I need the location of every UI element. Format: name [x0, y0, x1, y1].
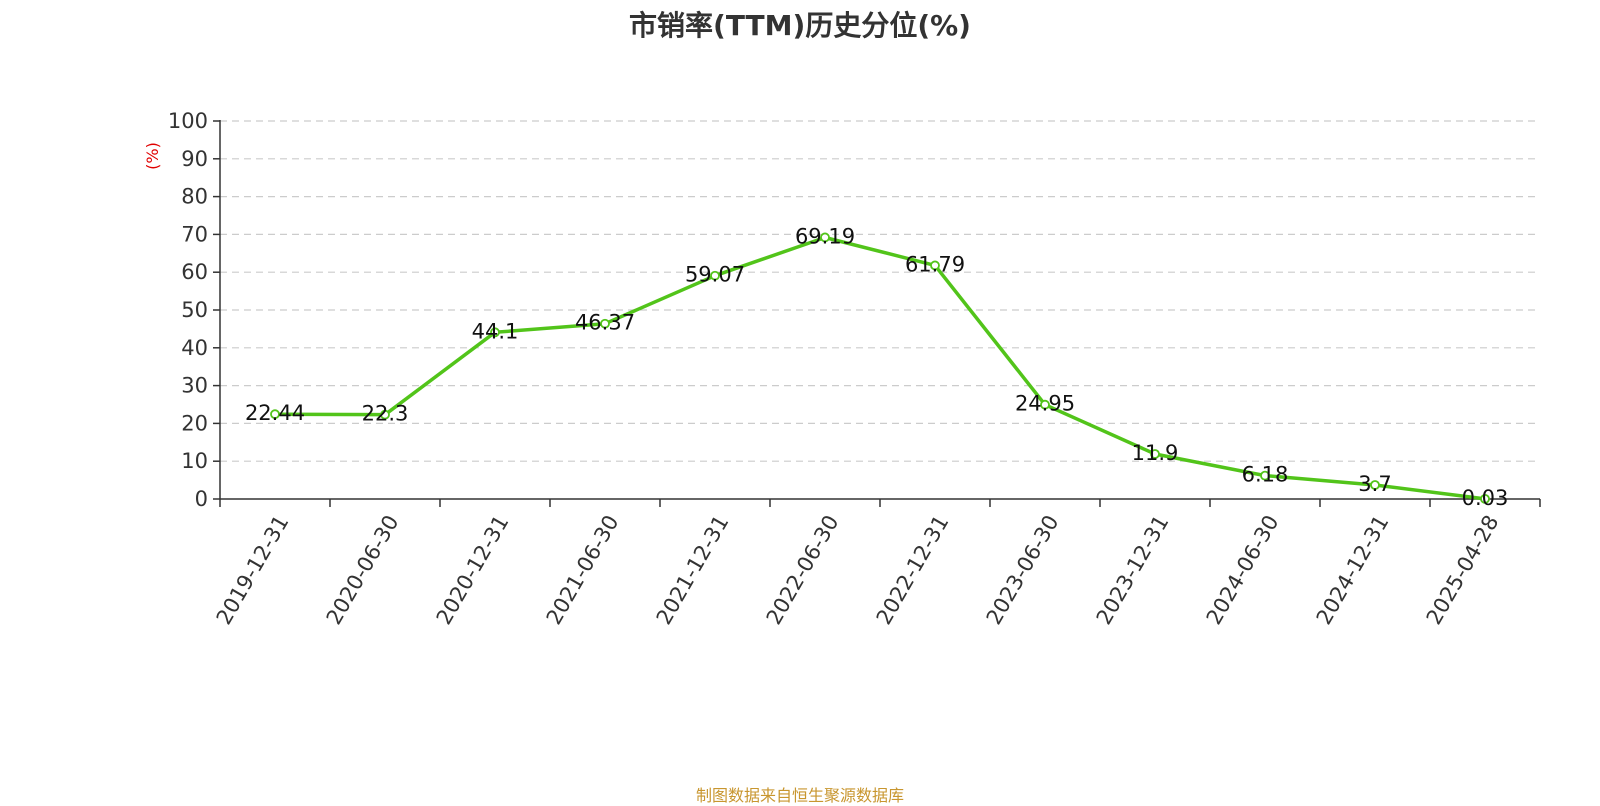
gridlines — [220, 120, 1540, 462]
axes: 0 10 20 30 40 50 60 70 80 90 100 2019-12-31 2020-06-… — [168, 109, 1541, 629]
data-point — [1040, 399, 1050, 410]
data-point — [710, 270, 720, 281]
x-tick-label: 2024-12-31 — [1312, 511, 1394, 629]
y-tick-label: 60 — [181, 260, 208, 284]
y-tick-label: 70 — [181, 222, 208, 246]
data-label: 22.3 — [362, 402, 409, 426]
data-point — [270, 409, 280, 420]
y-tick-label: 40 — [181, 336, 208, 360]
y-tick-label: 100 — [168, 109, 208, 133]
data-label: 22.44 — [245, 401, 305, 425]
y-tick-label: 90 — [181, 147, 208, 171]
data-source-note: 制图数据来自恒生聚源数据库 — [695, 786, 904, 805]
x-tick-label: 2020-12-31 — [432, 511, 514, 629]
data-label: 24.95 — [1015, 392, 1075, 416]
data-label: 59.07 — [685, 263, 745, 287]
y-tick-label: 10 — [181, 449, 208, 473]
x-tick-label: 2021-12-31 — [652, 511, 734, 629]
data-point — [930, 260, 940, 271]
data-point — [820, 232, 830, 243]
data-points — [270, 232, 1490, 504]
y-tick-label: 50 — [181, 298, 208, 322]
data-point — [600, 318, 610, 329]
x-tick-label: 2020-06-30 — [322, 511, 404, 629]
data-point — [490, 327, 500, 338]
x-tick-label: 2023-12-31 — [1092, 511, 1174, 629]
x-tick-label: 2022-12-31 — [872, 511, 954, 629]
y-tick-label: 20 — [181, 411, 208, 435]
x-tick-label: 2019-12-31 — [212, 511, 294, 629]
data-label: 3.7 — [1358, 472, 1391, 496]
y-tick-label: 80 — [181, 185, 208, 209]
x-tick-label: 2023-06-30 — [982, 511, 1064, 629]
data-point — [380, 409, 390, 420]
y-tick-label: 30 — [181, 374, 208, 398]
data-label: 46.37 — [575, 311, 635, 335]
data-labels: 22.44 22.3 44.1 46.37 59.07 69.19 61.79 24.95 11… — [245, 224, 1508, 509]
data-point — [1150, 449, 1160, 459]
series-path — [273, 235, 1487, 501]
data-label: 69.19 — [795, 224, 855, 248]
data-point — [1260, 470, 1270, 481]
data-label: 61.79 — [905, 252, 965, 276]
y-tick-label: 0 — [195, 487, 208, 511]
data-label: 6.18 — [1242, 463, 1289, 487]
x-tick-label: 2024-06-30 — [1202, 511, 1284, 629]
x-tick-label: 2021-06-30 — [542, 511, 624, 629]
x-tick-label: 2022-06-30 — [762, 511, 844, 629]
data-label: 11.9 — [1132, 441, 1179, 465]
x-tick-label: 2025-04-28 — [1422, 511, 1504, 629]
data-label: 44.1 — [472, 319, 519, 343]
data-point — [1480, 493, 1490, 504]
data-point — [1370, 480, 1380, 490]
data-label: 0.03 — [1462, 486, 1509, 510]
chart-title: 市销率(TTM)历史分位(%) — [629, 9, 971, 42]
series-line — [273, 235, 1487, 501]
y-axis-unit-label: (%) — [143, 142, 162, 170]
